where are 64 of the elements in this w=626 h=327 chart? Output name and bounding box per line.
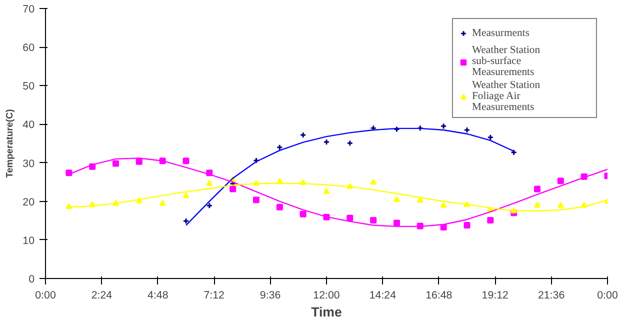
point: [394, 126, 400, 132]
point: [346, 140, 354, 146]
point: [557, 178, 564, 184]
point: [159, 200, 166, 206]
legend-label: Measurments: [472, 28, 530, 38]
point: [66, 203, 72, 209]
point: [253, 157, 260, 164]
x-tick-label: 16:48: [426, 290, 452, 302]
x-axis-title: Time: [311, 304, 342, 320]
point: [370, 217, 377, 224]
line-series: [185, 128, 514, 226]
point: [112, 160, 119, 167]
x-tick-label: 4:48: [148, 290, 168, 302]
point: [440, 202, 447, 208]
legend-label: Weather Station Foliage Air Measurements: [472, 80, 542, 113]
point: [370, 124, 377, 132]
y-tick-label: 40: [22, 119, 35, 132]
point: [557, 202, 564, 208]
point: [323, 138, 330, 146]
point: [66, 170, 72, 176]
point: [394, 220, 400, 226]
point: [300, 210, 306, 218]
point: [323, 188, 330, 194]
x-tick-label: 2:24: [91, 290, 112, 302]
x-tick-label: 14:24: [369, 290, 396, 302]
point: [394, 196, 400, 202]
y-tick-label: 70: [22, 4, 35, 16]
legend-label: Weather Station sub-surface Measurements: [472, 45, 542, 78]
point: [230, 186, 236, 192]
x-tick-label: 0:00: [35, 290, 56, 302]
point: [370, 178, 377, 185]
y-tick-label: 10: [22, 234, 35, 247]
y-tick-label: 50: [22, 80, 35, 93]
point: [136, 158, 142, 165]
point: [182, 158, 190, 164]
point: [346, 214, 354, 222]
point: [440, 122, 447, 130]
point: [534, 202, 540, 208]
y-axis-title: Temperature(C): [4, 109, 15, 178]
point: [276, 204, 283, 210]
point: [182, 192, 190, 198]
y-tick-label: 30: [22, 158, 35, 170]
point: [253, 196, 260, 204]
point: [206, 180, 213, 186]
x-tick-label: 9:36: [260, 290, 281, 302]
x-tick-label: 0:00: [597, 290, 618, 302]
point: [300, 132, 306, 138]
x-tick-label: 19:12: [482, 290, 509, 302]
point: [510, 149, 518, 156]
y-tick-label: 20: [22, 196, 35, 208]
y-tick-label: 0: [28, 274, 35, 286]
point: [487, 217, 494, 224]
point: [487, 134, 494, 141]
x-tick-label: 12:00: [313, 290, 340, 302]
point: [182, 218, 190, 224]
point: [206, 202, 213, 209]
point: [416, 124, 424, 132]
point: [276, 144, 283, 151]
x-tick-label: 7:12: [204, 290, 225, 302]
point: [464, 222, 470, 229]
x-tick-label: 21:36: [538, 290, 565, 302]
y-tick-label: 60: [22, 42, 35, 54]
point: [534, 186, 540, 192]
point: [464, 126, 470, 134]
